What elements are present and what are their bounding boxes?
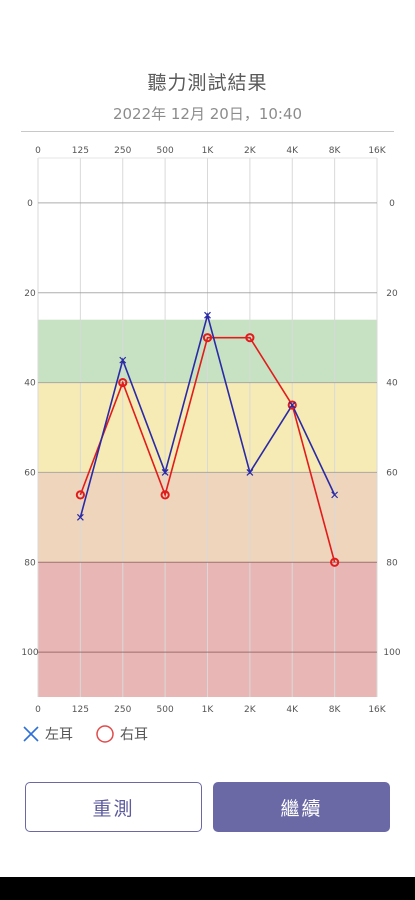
y-tick-label-right: 60 <box>386 468 398 478</box>
x-tick-label-bottom: 16K <box>368 705 386 715</box>
x-tick-label-top: 500 <box>157 146 174 156</box>
legend-right-label: 右耳 <box>120 727 148 743</box>
y-tick-label-right: 100 <box>383 648 400 658</box>
x-tick-label-top: 8K <box>329 146 342 156</box>
data-point-right-ear <box>245 333 255 343</box>
audiogram-chart: 0 0 125 125 250 250 500 500 1K 1K 2K 2K 4K 4K 8K 8K 16K 1… <box>21 146 400 715</box>
legend-right-ear: 右耳 <box>95 724 148 744</box>
x-marker-icon <box>23 726 39 742</box>
y-tick-label-left: 40 <box>24 379 36 389</box>
page-title: 聽力測試結果 <box>147 72 268 94</box>
system-navigation-bar <box>0 877 415 900</box>
y-tick-label-left: 80 <box>24 558 36 568</box>
x-tick-label-bottom: 1K <box>202 705 215 715</box>
x-tick-label-bottom: 2K <box>244 705 257 715</box>
data-point-left-ear <box>246 468 254 476</box>
legend-left-label: 左耳 <box>45 727 73 743</box>
circle-marker-icon <box>96 725 114 743</box>
data-point-right-ear <box>287 400 297 410</box>
data-point-left-ear <box>204 311 211 319</box>
x-tick-label-bottom: 500 <box>157 705 174 715</box>
data-point-left-ear <box>331 491 339 499</box>
y-tick-label-right: 20 <box>386 289 398 299</box>
data-point-left-ear <box>161 468 169 476</box>
x-tick-label-top: 4K <box>286 146 299 156</box>
x-tick-label-top: 2K <box>244 146 257 156</box>
x-tick-label-bottom: 4K <box>286 705 299 715</box>
y-tick-label-left: 0 <box>27 199 33 209</box>
x-tick-label-bottom: 0 <box>35 705 41 715</box>
x-tick-label-top: 125 <box>72 146 89 156</box>
x-tick-label-top: 16K <box>368 146 386 156</box>
y-tick-label-left: 100 <box>21 648 38 658</box>
data-point-right-ear <box>330 557 340 567</box>
test-datetime: 2022年 12月 20日，10:40 <box>112 105 303 123</box>
data-point-left-ear <box>119 356 127 364</box>
y-tick-label-left: 20 <box>24 289 36 299</box>
retest-button[interactable]: 重測 <box>25 782 202 832</box>
data-point-left-ear <box>76 513 84 521</box>
x-tick-label-bottom: 250 <box>114 705 131 715</box>
legend-left-ear: 左耳 <box>22 724 73 744</box>
continue-button[interactable]: 繼續 <box>213 782 390 832</box>
data-point-right-ear <box>160 490 170 500</box>
y-tick-label-right: 40 <box>386 379 398 389</box>
x-tick-label-top: 0 <box>35 146 41 156</box>
x-tick-label-bottom: 8K <box>329 705 342 715</box>
y-tick-label-right: 80 <box>386 558 398 568</box>
header-divider <box>21 131 394 132</box>
data-point-left-ear <box>288 401 296 409</box>
data-point-right-ear <box>75 490 85 500</box>
y-tick-label-left: 60 <box>24 468 36 478</box>
x-tick-label-top: 250 <box>114 146 131 156</box>
x-tick-label-top: 1K <box>202 146 215 156</box>
data-point-right-ear <box>202 333 213 343</box>
y-tick-label-right: 0 <box>389 199 395 209</box>
x-tick-label-bottom: 125 <box>72 705 89 715</box>
data-point-right-ear <box>118 377 128 388</box>
